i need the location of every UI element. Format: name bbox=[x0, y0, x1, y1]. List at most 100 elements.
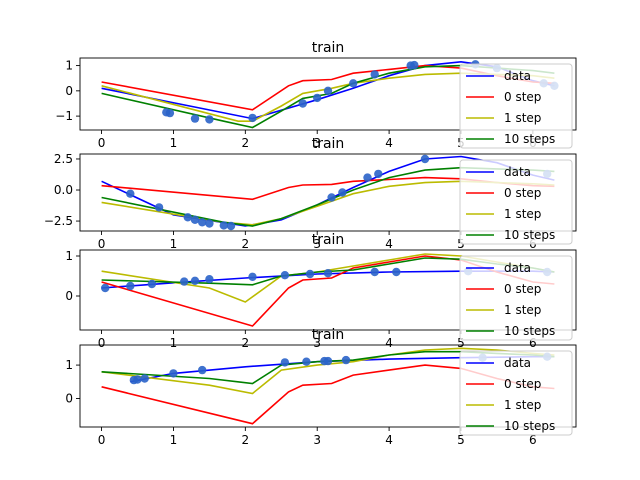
data-point bbox=[420, 154, 430, 164]
data-point bbox=[219, 221, 228, 230]
x-tick-label: 5 bbox=[457, 433, 465, 447]
legend-label: data bbox=[504, 261, 531, 275]
x-tick-label: 0 bbox=[98, 433, 106, 447]
data-point bbox=[205, 275, 214, 284]
subplot-title: train bbox=[312, 232, 345, 248]
legend-label: 0 step bbox=[504, 90, 541, 104]
data-point bbox=[190, 114, 200, 123]
data-point bbox=[323, 356, 333, 366]
legend-label: 10 steps bbox=[504, 324, 555, 338]
data-point bbox=[313, 93, 322, 103]
axes-frame bbox=[79, 344, 577, 428]
y-tick-label: 0 bbox=[65, 84, 73, 98]
x-tick-label: 4 bbox=[385, 433, 393, 447]
legend-label: 10 steps bbox=[504, 228, 555, 242]
legend-label: 0 step bbox=[504, 377, 541, 391]
legend: data 0 step 1 step 10 steps bbox=[459, 255, 573, 341]
data-point bbox=[410, 60, 419, 70]
data-point bbox=[165, 108, 175, 118]
subplot-title: train bbox=[312, 327, 345, 343]
x-tick-label: 3 bbox=[313, 237, 321, 251]
axes-frame bbox=[79, 153, 577, 232]
subplots: train 0 1 2 3 4 5 6 −1 0 1 data 0 step 1 step 10 steps… bbox=[44, 40, 577, 447]
x-tick-label: 1 bbox=[170, 237, 178, 251]
data-point bbox=[140, 374, 149, 383]
x-tick-label: 6 bbox=[529, 433, 537, 447]
legend-label: data bbox=[504, 165, 531, 179]
data-point bbox=[370, 267, 379, 277]
data-point bbox=[363, 173, 372, 182]
data-point bbox=[205, 219, 214, 228]
y-tick-label: 1 bbox=[65, 358, 73, 372]
data-point bbox=[349, 79, 358, 88]
legend-label: 1 step bbox=[504, 398, 541, 412]
data-point bbox=[280, 271, 290, 280]
plot-area bbox=[101, 253, 555, 327]
data-point bbox=[323, 86, 333, 96]
data-point bbox=[327, 193, 336, 202]
data-point bbox=[180, 277, 189, 286]
subplot-title: train bbox=[312, 40, 345, 56]
x-tick-label: 1 bbox=[170, 433, 178, 447]
subplot-4: train 0 1 2 3 4 5 6 0 1 data 0 step 1 step 10 steps bbox=[65, 327, 577, 447]
y-tick-label: −1 bbox=[55, 109, 73, 123]
x-tick-label: 2 bbox=[242, 433, 250, 447]
x-tick-label: 3 bbox=[313, 136, 321, 150]
data-point bbox=[126, 281, 135, 291]
data-point bbox=[302, 357, 311, 366]
y-tick-label: 1 bbox=[65, 59, 73, 73]
data-point bbox=[101, 283, 110, 293]
data-point bbox=[298, 99, 307, 108]
data-point bbox=[126, 189, 135, 198]
x-tick-label: 6 bbox=[529, 336, 537, 350]
legend: data 0 step 1 step 10 steps bbox=[459, 159, 573, 245]
legend-box bbox=[459, 255, 573, 341]
axes-frame bbox=[79, 249, 577, 331]
data-point bbox=[341, 355, 351, 365]
axes-frame bbox=[79, 57, 577, 131]
data-point bbox=[169, 369, 178, 378]
legend-label: data bbox=[504, 69, 531, 83]
y-tick-label: 2.5 bbox=[54, 152, 73, 166]
x-tick-label: 4 bbox=[385, 136, 393, 150]
x-tick-label: 2 bbox=[242, 136, 250, 150]
data-point bbox=[226, 221, 236, 231]
legend-label: 1 step bbox=[504, 111, 541, 125]
y-tick-label: 1 bbox=[65, 249, 73, 263]
x-tick-label: 5 bbox=[457, 336, 465, 350]
x-tick-label: 2 bbox=[242, 237, 250, 251]
legend-label: 1 step bbox=[504, 303, 541, 317]
data-point bbox=[248, 272, 257, 281]
y-tick-label: 0 bbox=[65, 289, 73, 303]
data-point bbox=[323, 269, 333, 278]
x-tick-label: 0 bbox=[98, 336, 106, 350]
data-point bbox=[190, 215, 200, 224]
x-tick-label: 1 bbox=[170, 336, 178, 350]
legend-label: 10 steps bbox=[504, 132, 555, 146]
legend-box bbox=[459, 350, 573, 436]
data-point bbox=[280, 358, 290, 367]
data-point bbox=[190, 276, 200, 285]
legend-label: data bbox=[504, 356, 531, 370]
legend-label: 10 steps bbox=[504, 419, 555, 433]
data-point bbox=[374, 169, 383, 179]
legend: data 0 step 1 step 10 steps bbox=[459, 63, 573, 149]
data-point bbox=[305, 269, 315, 279]
y-tick-label: 0.0 bbox=[54, 183, 73, 197]
x-tick-label: 1 bbox=[170, 136, 178, 150]
legend-label: 1 step bbox=[504, 207, 541, 221]
plot-area bbox=[101, 154, 555, 231]
legend-label: 0 step bbox=[504, 282, 541, 296]
legend: data 0 step 1 step 10 steps bbox=[459, 350, 573, 436]
legend-label: 0 step bbox=[504, 186, 541, 200]
data-point bbox=[183, 213, 192, 222]
x-tick-label: 4 bbox=[385, 336, 393, 350]
data-point bbox=[338, 188, 347, 197]
data-point bbox=[370, 70, 379, 79]
data-point bbox=[198, 218, 207, 227]
subplot-title: train bbox=[312, 136, 345, 152]
x-tick-label: 0 bbox=[98, 136, 106, 150]
